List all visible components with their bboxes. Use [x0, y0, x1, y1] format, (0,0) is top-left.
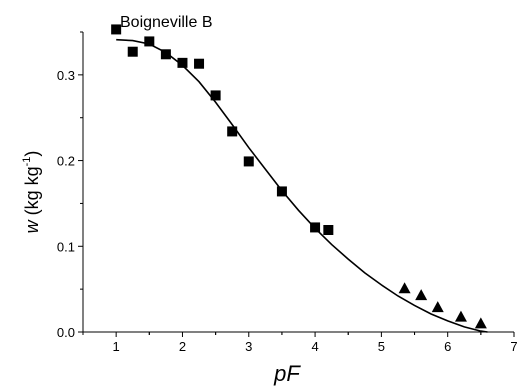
- x-tick-label: 5: [378, 339, 385, 354]
- triangle-marker: [474, 317, 487, 329]
- y-axis-symbol: w: [22, 219, 42, 233]
- x-tick-label: 1: [113, 339, 120, 354]
- x-axis-title: pF: [273, 361, 301, 386]
- x-tick-label: 6: [444, 339, 451, 354]
- square-marker: [177, 57, 188, 68]
- square-marker: [310, 222, 321, 233]
- data-points: [111, 24, 487, 329]
- y-axis-unit-open: (kg kg: [22, 166, 42, 220]
- square-marker: [227, 126, 238, 137]
- x-tick-label: 3: [245, 339, 252, 354]
- y-tick-label: 0.3: [57, 68, 75, 83]
- y-tick-label: 0.1: [57, 239, 75, 254]
- square-marker: [194, 58, 205, 69]
- square-marker: [210, 90, 221, 101]
- y-tick-label: 0.2: [57, 154, 75, 169]
- triangle-marker: [398, 282, 411, 294]
- y-axis-title: w (kg kg-1): [21, 151, 42, 234]
- fitted-curve-layer: [116, 38, 488, 333]
- square-marker: [111, 24, 122, 35]
- triangle-marker: [415, 289, 428, 301]
- y-axis-unit-close: ): [22, 151, 42, 157]
- square-marker: [144, 36, 155, 47]
- x-tick-label: 2: [179, 339, 186, 354]
- y-tick-label: 0.0: [57, 325, 75, 340]
- x-tick-label: 7: [510, 339, 517, 354]
- square-marker: [276, 186, 287, 197]
- chart-title: Boigneville B: [120, 14, 213, 31]
- triangle-marker: [431, 301, 444, 313]
- x-tick-label: 4: [311, 339, 318, 354]
- square-marker: [127, 46, 138, 57]
- square-marker: [323, 225, 334, 235]
- ticks: 1 2 3 4 5 6 7 0.0 0.1 0.2 0.3: [57, 31, 518, 354]
- square-marker: [243, 156, 254, 167]
- fitted-curve: [116, 38, 488, 333]
- square-marker: [160, 49, 171, 60]
- y-axis-unit-sup: -1: [21, 157, 33, 167]
- triangle-marker: [454, 310, 467, 322]
- axes: [82, 32, 514, 333]
